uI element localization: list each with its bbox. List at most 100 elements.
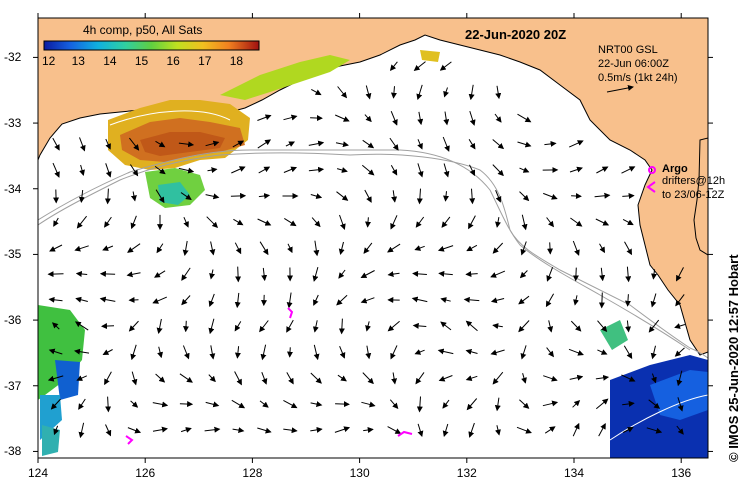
current-arrow — [492, 242, 504, 254]
current-arrow — [76, 375, 88, 381]
current-arrow — [648, 399, 661, 409]
current-arrow — [412, 270, 427, 277]
current-arrow — [490, 270, 506, 278]
current-arrow — [261, 372, 268, 385]
current-arrow — [495, 190, 502, 203]
current-arrow — [411, 296, 428, 303]
current-arrow — [623, 345, 633, 360]
current-arrow — [313, 240, 320, 257]
current-arrow — [129, 137, 140, 151]
current-arrow — [50, 398, 61, 410]
current-arrow — [466, 244, 478, 252]
current-arrow — [544, 426, 556, 434]
current-arrow — [336, 191, 349, 201]
current-arrow — [313, 294, 319, 306]
current-arrow — [595, 218, 610, 226]
current-arrow — [312, 266, 319, 282]
current-arrow — [154, 165, 166, 175]
current-arrow — [390, 215, 398, 230]
current-arrow — [443, 191, 450, 202]
current-arrow — [365, 217, 372, 228]
current-arrow — [182, 240, 189, 256]
current-arrow — [390, 86, 397, 99]
current-arrow — [674, 323, 686, 329]
current-arrow — [468, 215, 476, 230]
current-arrow — [469, 110, 476, 126]
current-arrow — [596, 166, 609, 174]
current-arrow — [312, 320, 319, 333]
x-tick-label: 124 — [28, 466, 49, 480]
current-arrow — [76, 215, 87, 229]
current-arrow — [569, 374, 584, 381]
current-arrow — [622, 192, 635, 199]
current-arrow — [155, 140, 166, 148]
current-arrow — [546, 217, 555, 228]
current-arrow — [209, 269, 216, 280]
current-arrow — [105, 396, 112, 413]
current-arrow — [74, 321, 89, 331]
current-arrow — [152, 426, 168, 433]
current-arrow — [285, 141, 295, 147]
current-arrow — [127, 427, 142, 434]
current-arrow — [572, 240, 580, 256]
y-tick-label: -32 — [4, 50, 22, 65]
current-arrow — [286, 292, 293, 309]
current-arrow — [365, 85, 372, 100]
current-arrow — [231, 166, 246, 174]
current-arrow — [543, 375, 558, 382]
current-arrow — [283, 427, 298, 434]
current-arrow — [416, 188, 423, 205]
current-arrow — [518, 320, 530, 333]
current-arrow — [362, 372, 374, 385]
current-arrow — [51, 322, 60, 330]
current-arrow — [361, 164, 375, 176]
current-arrow — [417, 111, 424, 126]
current-arrow — [205, 140, 220, 147]
current-arrow — [234, 346, 241, 359]
current-arrow — [338, 269, 346, 279]
current-arrow — [181, 267, 191, 281]
current-arrow — [130, 215, 137, 230]
current-arrow — [387, 320, 400, 332]
y-tick-label: -37 — [4, 378, 22, 393]
current-arrow — [363, 242, 373, 254]
current-arrow — [387, 243, 401, 253]
x-tick-label: 130 — [349, 466, 370, 480]
current-arrow — [258, 193, 271, 199]
current-arrow — [154, 270, 166, 278]
current-arrow — [517, 113, 532, 123]
current-arrow — [79, 137, 86, 152]
current-arrow — [209, 345, 216, 360]
current-arrow — [676, 370, 683, 387]
current-arrow — [261, 267, 268, 282]
current-arrow — [335, 401, 350, 408]
current-arrow — [573, 295, 579, 306]
current-arrow — [283, 114, 298, 121]
current-arrow — [205, 193, 220, 200]
colorbar-tick-label: 16 — [166, 54, 180, 68]
y-tick-label: -36 — [4, 313, 22, 328]
current-arrow — [104, 216, 112, 228]
current-arrow — [463, 296, 480, 303]
current-arrow — [257, 114, 272, 121]
current-arrow — [232, 140, 245, 148]
current-arrow — [417, 423, 424, 438]
current-arrow — [53, 425, 59, 436]
current-arrow — [492, 139, 505, 150]
shelf-contour — [38, 152, 708, 359]
current-arrow — [545, 293, 555, 308]
current-arrow — [621, 166, 636, 174]
current-arrow — [155, 373, 166, 383]
current-arrow — [594, 192, 611, 199]
current-arrow — [287, 347, 294, 358]
current-arrow — [206, 216, 219, 229]
coast-white — [109, 110, 231, 126]
current-arrow — [180, 192, 192, 200]
current-arrow — [466, 398, 478, 411]
current-arrow — [259, 241, 269, 256]
current-arrow — [598, 292, 605, 309]
current-arrow — [313, 344, 320, 361]
current-arrow — [437, 245, 454, 252]
colorbar-tick-label: 12 — [42, 54, 56, 68]
current-arrow — [465, 348, 478, 355]
